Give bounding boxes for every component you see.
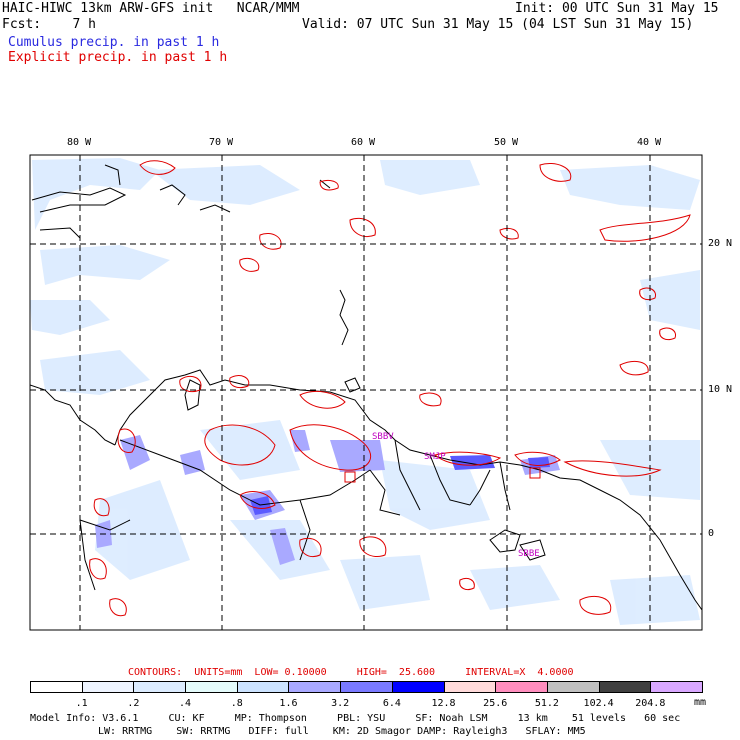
station-label-sbbe: SBBE <box>518 549 540 559</box>
colorbar-swatch <box>495 681 548 693</box>
lon-label-70w: 70 W <box>209 137 234 148</box>
colorbar-swatch <box>288 681 342 693</box>
init-time: Init: 00 UTC Sun 31 May 15 <box>515 1 719 16</box>
coastlines <box>30 164 702 611</box>
colorbar-swatch <box>598 681 652 693</box>
colorbar-swatch <box>391 681 445 693</box>
station-label-smjp: SMJP <box>424 452 446 462</box>
valid-time: Valid: 07 UTC Sun 31 May 15 (04 LST Sun … <box>302 17 694 32</box>
colorbar-label: 1.6 <box>279 698 298 709</box>
lat-lon-grid <box>30 155 702 630</box>
colorbar-swatch <box>340 681 393 693</box>
lon-label-40w: 40 W <box>637 137 662 148</box>
colorbar-label: 102.4 <box>583 698 614 709</box>
lat-label-20n: 20 N <box>708 238 733 249</box>
map-frame <box>29 154 703 631</box>
cumulus-precip-shading <box>30 158 700 625</box>
model-info-line2: LW: RRTMG SW: RRTMG DIFF: full KM: 2D Sm… <box>98 726 586 737</box>
model-info-line1: Model Info: V3.6.1 CU: KF MP: Thompson P… <box>30 713 681 724</box>
colorbar-swatch <box>30 681 83 693</box>
colorbar-label: 12.8 <box>431 698 456 709</box>
colorbar-label: .8 <box>230 698 243 709</box>
station-markers <box>344 467 541 483</box>
colorbar-label: .4 <box>179 698 192 709</box>
colorbar-swatch <box>546 681 600 693</box>
lon-label-80w: 80 W <box>67 137 92 148</box>
colorbar-label: .1 <box>75 698 88 709</box>
lat-label-10n: 10 N <box>708 384 733 395</box>
colorbar-label: .2 <box>127 698 140 709</box>
cumulus-legend-label: Cumulus precip. in past 1 h <box>8 35 220 50</box>
colorbar-swatch <box>133 681 187 693</box>
colorbar-label: 204.8 <box>635 698 666 709</box>
forecast-hour: Fcst: 7 h <box>2 17 96 32</box>
model-title: HAIC-HIWC 13km ARW-GFS init NCAR/MMM <box>2 1 300 16</box>
contours-info: CONTOURS: UNITS=mm LOW= 0.10000 HIGH= 25… <box>128 667 574 678</box>
colorbar-swatch <box>236 681 290 693</box>
explicit-precip-contours <box>89 160 691 617</box>
colorbar-swatch <box>185 681 238 693</box>
colorbar-label: 3.2 <box>331 698 350 709</box>
cumulus-precip-heavy <box>250 455 550 515</box>
lon-label-60w: 60 W <box>351 137 376 148</box>
colorbar-swatch <box>443 681 497 693</box>
station-label-sbbv: SBBV <box>372 432 394 442</box>
colorbar-label: 51.2 <box>534 698 559 709</box>
colorbar-label: 6.4 <box>382 698 401 709</box>
colorbar-swatch <box>81 681 135 693</box>
colorbar-unit: mm <box>694 697 707 708</box>
lat-label-0: 0 <box>708 528 715 539</box>
lon-label-50w: 50 W <box>494 137 519 148</box>
colorbar-label: 25.6 <box>483 698 508 709</box>
colorbar-swatch <box>650 681 703 693</box>
explicit-legend-label: Explicit precip. in past 1 h <box>8 50 228 65</box>
